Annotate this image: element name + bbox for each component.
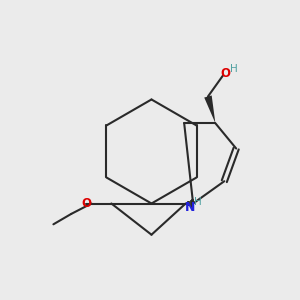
Polygon shape [204,95,215,123]
Text: H: H [194,197,201,207]
Text: H: H [230,64,238,74]
Text: N: N [185,202,195,214]
Text: O: O [221,67,231,80]
Text: O: O [81,197,91,210]
